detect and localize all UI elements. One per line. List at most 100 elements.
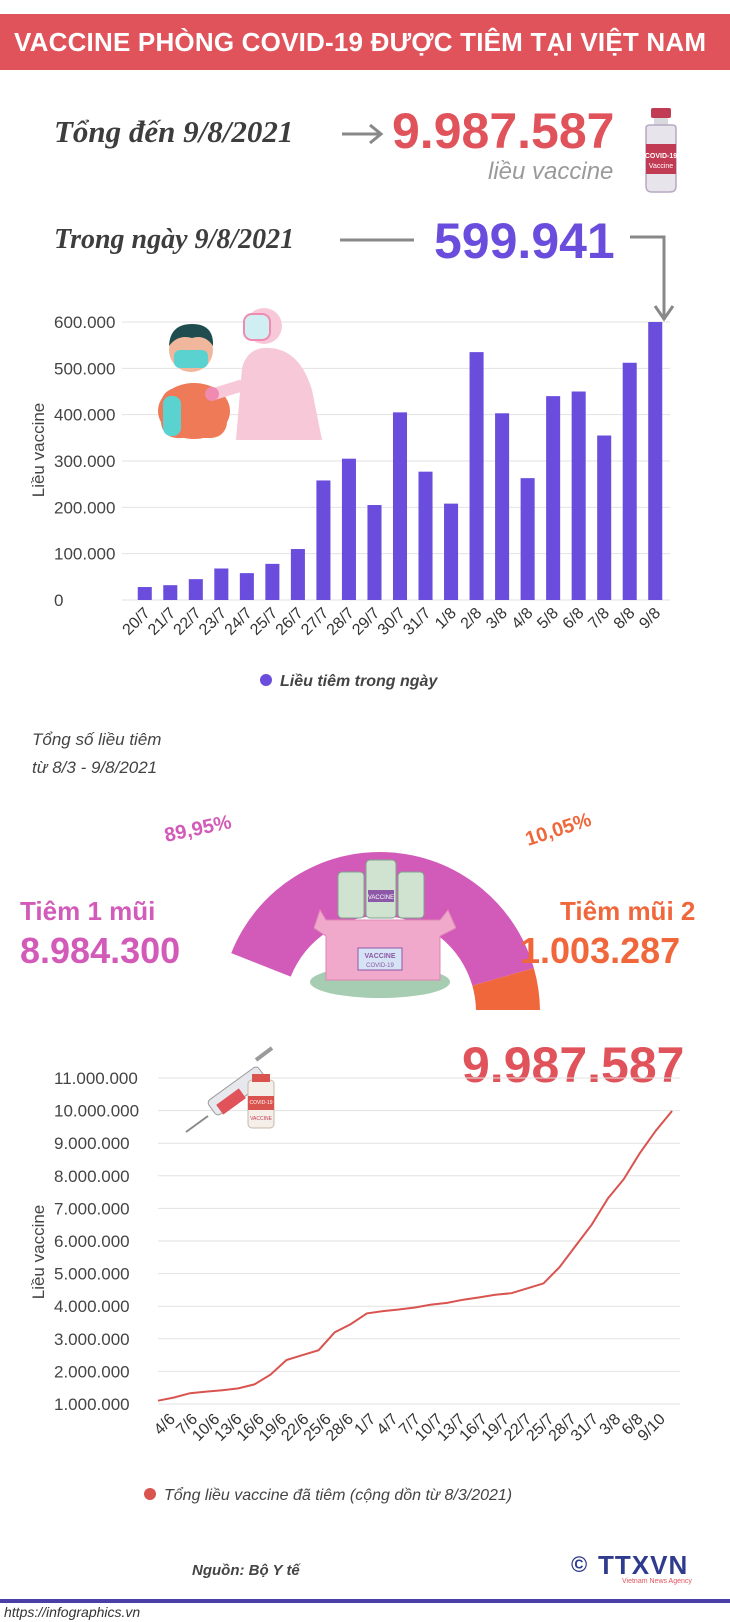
line-y-tick: 4.000.000 [54, 1297, 130, 1316]
bar [648, 322, 663, 600]
line-y-tick: 8.000.000 [54, 1167, 130, 1186]
bar [239, 573, 254, 600]
bar-x-tick: 25/7 [247, 605, 281, 639]
bar [367, 505, 382, 600]
bar [444, 503, 459, 600]
line-y-tick: 9.000.000 [54, 1134, 130, 1153]
bar-x-tick: 31/7 [400, 605, 434, 639]
bar-x-tick: 5/8 [534, 605, 562, 633]
connector-line [340, 238, 414, 242]
bar [265, 563, 280, 600]
bar [392, 412, 408, 600]
line-y-tick: 7.000.000 [54, 1199, 130, 1218]
bar-x-tick: 6/8 [560, 605, 588, 633]
dose2-value: 1.003.287 [520, 930, 681, 971]
bar [418, 471, 433, 600]
cumulative-total-value: 9.987.587 [462, 1037, 685, 1093]
bar-y-tick: 600.000 [54, 313, 115, 332]
syringe-vial-sublabel: VACCINE [250, 1116, 273, 1122]
donut-title: Tổng số liều tiêm [32, 730, 162, 749]
bar [163, 585, 178, 600]
line-y-tick: 11.000.000 [54, 1069, 138, 1088]
bar-x-tick: 2/8 [458, 605, 486, 633]
bar [341, 458, 356, 600]
line-y-tick: 10.000.000 [54, 1102, 139, 1121]
bar-x-tick: 21/7 [145, 605, 179, 639]
bar-x-tick: 29/7 [349, 605, 383, 639]
right-arrow-icon [342, 123, 384, 145]
dose1-label: Tiêm 1 mũi [20, 896, 156, 926]
bar-x-tick: 9/8 [636, 605, 664, 633]
line-y-tick: 6.000.000 [54, 1232, 130, 1251]
bar [188, 579, 203, 600]
bar-x-tick: 27/7 [298, 605, 332, 639]
bar [290, 549, 305, 600]
bar-y-tick: 400.000 [54, 406, 115, 425]
bar [316, 480, 331, 600]
footer-url[interactable]: https://infographics.vn [4, 1604, 141, 1620]
pct-label-dose2: 10,05% [523, 809, 595, 851]
dose2-label: Tiêm mũi 2 [560, 896, 696, 926]
bar [495, 413, 510, 600]
line-legend-marker [144, 1488, 156, 1500]
copyright-symbol: © [571, 1552, 588, 1577]
brand-subtitle: Vietnam News Agency [622, 1578, 692, 1585]
dose1-value: 8.984.300 [20, 930, 181, 971]
line-y-tick: 2.000.000 [54, 1362, 130, 1381]
bar-y-tick: 300.000 [54, 452, 115, 471]
line-y-tick: 5.000.000 [54, 1265, 130, 1284]
vial-sublabel: Vaccine [649, 163, 673, 170]
line-y-axis-label: Liều vaccine [29, 1205, 48, 1300]
bar-y-tick: 500.000 [54, 359, 115, 378]
total-value: 9.987.587 [392, 103, 615, 159]
bar-x-tick: 23/7 [196, 605, 230, 639]
bar-y-tick: 0 [54, 591, 63, 610]
page-title: VACCINE PHÒNG COVID-19 ĐƯỢC TIÊM TẠI VIỆ… [14, 27, 707, 57]
cumulative-line [157, 1110, 673, 1402]
header-banner: VACCINE PHÒNG COVID-19 ĐƯỢC TIÊM TẠI VIỆ… [0, 14, 730, 70]
vaccine-vial-icon: COVID-19 Vaccine [645, 108, 677, 193]
daily-doses-bar-chart: Liều vaccine 0 100.000 200.000 300.000 400.0… [29, 308, 670, 690]
syringe-vial-label: COVID-19 [249, 1100, 272, 1106]
bar [546, 396, 561, 600]
bar-legend-marker [260, 674, 272, 686]
bar-x-tick: 8/8 [611, 605, 639, 633]
bar [520, 478, 535, 600]
syringe-illustration: COVID-19 VACCINE [185, 1046, 275, 1133]
bar-x-tick: 30/7 [375, 605, 409, 639]
donut-slice [472, 968, 540, 1010]
box-sublabel: COVID-19 [366, 963, 394, 969]
bar-x-tick: 20/7 [120, 605, 154, 639]
bar [214, 568, 229, 600]
pct-label-dose1: 89,95% [162, 811, 233, 847]
bar-x-tick: 24/7 [222, 605, 256, 639]
brand-logo: TTXVN [598, 1550, 689, 1580]
box-vial-label: VACCINE [368, 895, 394, 901]
bar [469, 352, 484, 600]
box-label: VACCINE [365, 953, 396, 960]
total-label: Tổng đến 9/8/2021 [54, 114, 294, 149]
bar-y-tick: 100.000 [54, 545, 115, 564]
source-text: Nguồn: Bộ Y tế [192, 1562, 300, 1579]
bar-legend-label: Liều tiêm trong ngày [280, 673, 438, 690]
bar [571, 391, 586, 600]
cumulative-doses-line-chart: Liều vaccine 1.000.000 2.000.000 3.000.000… [29, 1046, 680, 1504]
down-arrow-icon [630, 235, 675, 322]
donut-subtitle: từ 8/3 - 9/8/2021 [32, 758, 158, 777]
vaccine-box-illustration: VACCINE VACCINE COVID-19 [310, 859, 457, 998]
donut-slice [231, 851, 534, 986]
footer-bar [0, 1599, 730, 1603]
bar-x-tick: 22/7 [171, 605, 205, 639]
daily-value: 599.941 [434, 213, 615, 269]
bar-x-tick: 1/8 [432, 605, 460, 633]
bar [622, 362, 637, 600]
bar-x-tick: 26/7 [273, 605, 307, 639]
line-y-tick: 3.000.000 [54, 1330, 130, 1349]
bar [597, 435, 612, 600]
bar-y-tick: 200.000 [54, 498, 115, 517]
health-worker-illustration [158, 308, 322, 440]
bar-x-tick: 4/8 [509, 605, 537, 633]
line-y-tick: 1.000.000 [54, 1395, 130, 1414]
bar-y-axis-label: Liều vaccine [29, 403, 48, 498]
bar-x-tick: 28/7 [324, 605, 358, 639]
